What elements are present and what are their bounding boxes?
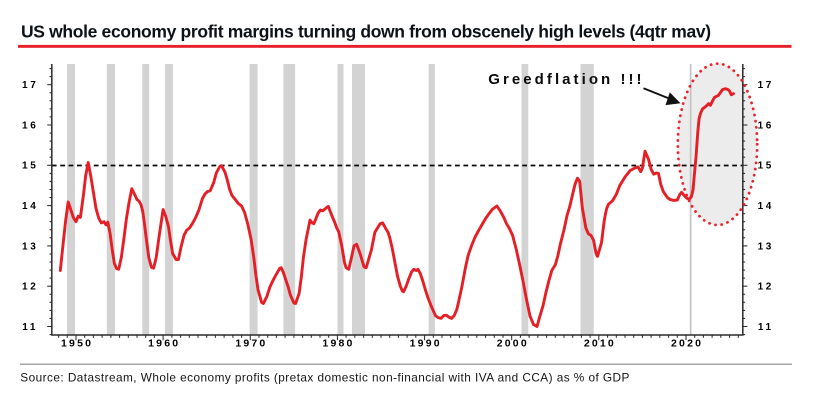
svg-text:Source: Datastream, Whole econ: Source: Datastream, Whole economy profit…: [20, 370, 630, 384]
svg-text:1980: 1980: [322, 337, 354, 349]
svg-text:14: 14: [758, 201, 774, 212]
svg-text:16: 16: [22, 120, 38, 131]
svg-text:12: 12: [758, 282, 774, 293]
svg-text:17: 17: [22, 80, 38, 91]
svg-text:2010: 2010: [584, 337, 616, 349]
svg-text:17: 17: [758, 80, 774, 91]
svg-text:13: 13: [758, 241, 774, 252]
svg-text:15: 15: [758, 161, 774, 172]
svg-text:Greedflation !!!: Greedflation !!!: [488, 71, 644, 88]
svg-text:2000: 2000: [497, 337, 529, 349]
svg-text:1950: 1950: [61, 337, 93, 349]
svg-text:1990: 1990: [410, 337, 442, 349]
svg-text:US whole economy profit margin: US whole economy profit margins turning …: [21, 21, 711, 41]
svg-text:2020: 2020: [671, 337, 703, 349]
svg-text:13: 13: [22, 241, 38, 252]
svg-text:1970: 1970: [235, 337, 267, 349]
svg-text:11: 11: [22, 322, 38, 333]
svg-text:1960: 1960: [148, 337, 180, 349]
svg-text:16: 16: [758, 120, 774, 131]
svg-text:12: 12: [22, 282, 38, 293]
svg-text:14: 14: [22, 201, 38, 212]
svg-text:15: 15: [22, 161, 38, 172]
svg-text:11: 11: [758, 322, 774, 333]
